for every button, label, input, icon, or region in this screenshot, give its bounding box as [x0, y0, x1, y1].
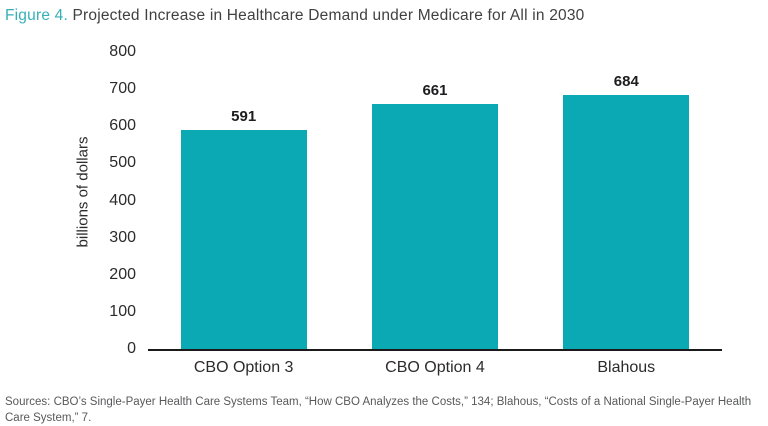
y-tick-label: 700: [109, 80, 136, 98]
bar: [563, 95, 690, 349]
y-tick-label: 800: [109, 43, 136, 60]
x-axis-category-label: Blahous: [597, 359, 656, 376]
figure-title-text: Projected Increase in Healthcare Demand …: [67, 7, 585, 24]
y-tick-label: 300: [109, 228, 136, 246]
y-tick-label: 500: [109, 154, 136, 172]
bar: [180, 129, 307, 349]
source-note: Sources: CBO’s Single-Payer Health Care …: [5, 396, 752, 425]
bar-value-label: 591: [231, 107, 257, 125]
y-tick-label: 400: [109, 191, 136, 209]
bar-slot: 661: [339, 83, 530, 349]
plot-area: 591 661 684: [148, 52, 722, 351]
bar-slot: 591: [148, 109, 339, 349]
figure-title: Figure 4. Projected Increase in Healthca…: [5, 7, 584, 25]
bar-value-label: 661: [422, 81, 448, 99]
y-axis: 0 100 200 300 400 500 600 700 800: [88, 44, 136, 357]
bar: [371, 103, 498, 349]
y-tick-label: 200: [109, 265, 136, 283]
x-axis-category-label: CBO Option 4: [385, 359, 485, 376]
y-tick-label: 0: [127, 340, 136, 357]
y-tick-label: 600: [109, 117, 136, 135]
figure-label: Figure 4.: [5, 7, 68, 24]
x-axis-category-label: CBO Option 3: [193, 359, 294, 376]
y-tick-label: 100: [109, 302, 136, 320]
bar-value-label: 684: [613, 73, 639, 91]
x-axis-labels: CBO Option 3 CBO Option 4 Blahous: [148, 359, 722, 377]
bar-slot: 684: [531, 74, 722, 349]
